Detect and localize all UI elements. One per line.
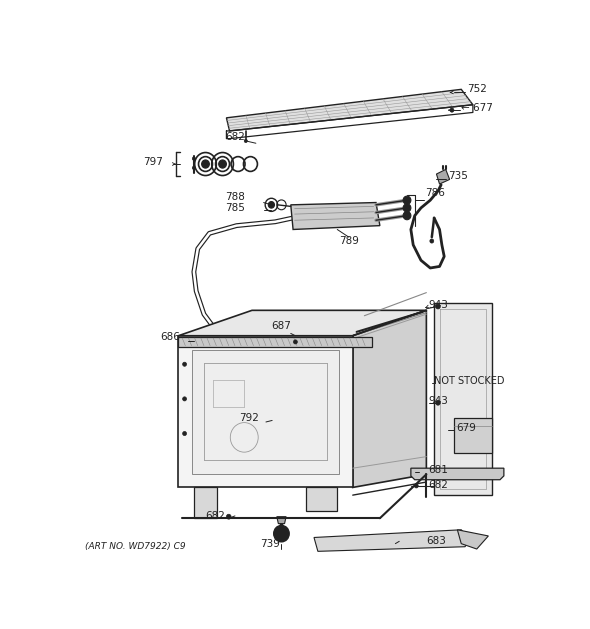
Polygon shape	[411, 468, 504, 480]
Text: 681: 681	[429, 465, 448, 476]
Circle shape	[293, 340, 297, 344]
Text: 789: 789	[340, 236, 359, 246]
Polygon shape	[178, 336, 353, 487]
Text: 785: 785	[225, 203, 245, 213]
Text: (ART NO. WD7922) C9: (ART NO. WD7922) C9	[86, 542, 186, 551]
Text: 682: 682	[429, 480, 448, 490]
Text: 943: 943	[429, 396, 448, 406]
Circle shape	[435, 400, 440, 405]
Circle shape	[268, 201, 274, 208]
Polygon shape	[192, 350, 339, 474]
Circle shape	[403, 204, 411, 212]
Circle shape	[183, 362, 186, 366]
Circle shape	[277, 530, 286, 538]
Circle shape	[435, 304, 440, 309]
Text: 752: 752	[467, 84, 487, 94]
Circle shape	[267, 415, 277, 426]
Text: 682: 682	[205, 511, 225, 521]
Circle shape	[183, 431, 186, 435]
Polygon shape	[178, 337, 372, 347]
Circle shape	[450, 108, 454, 112]
Circle shape	[227, 515, 231, 519]
Circle shape	[202, 160, 209, 168]
Text: 792: 792	[239, 413, 258, 423]
Text: 679: 679	[456, 423, 476, 433]
Circle shape	[192, 157, 195, 160]
Polygon shape	[314, 530, 469, 552]
Circle shape	[430, 239, 434, 243]
Polygon shape	[227, 89, 473, 131]
Text: NOT STOCKED: NOT STOCKED	[434, 376, 504, 386]
Text: 788: 788	[225, 192, 245, 202]
Circle shape	[219, 160, 227, 168]
Polygon shape	[306, 487, 337, 511]
Polygon shape	[178, 310, 427, 336]
Circle shape	[244, 139, 247, 143]
Text: 797: 797	[143, 157, 163, 167]
Circle shape	[403, 196, 411, 204]
Text: 739: 739	[260, 538, 280, 548]
Polygon shape	[194, 487, 217, 518]
Circle shape	[403, 211, 411, 220]
Text: ← 677: ← 677	[461, 103, 493, 113]
Circle shape	[414, 484, 418, 488]
Text: 735: 735	[448, 170, 468, 181]
Polygon shape	[353, 310, 427, 487]
Polygon shape	[457, 530, 489, 549]
Text: 682: 682	[225, 132, 245, 142]
Text: 786: 786	[425, 188, 445, 198]
Polygon shape	[454, 418, 492, 453]
Text: 943: 943	[429, 300, 448, 310]
Polygon shape	[291, 203, 380, 230]
Circle shape	[270, 418, 274, 423]
Circle shape	[183, 397, 186, 401]
Text: 687: 687	[271, 321, 291, 331]
Text: 686: 686	[160, 332, 181, 342]
Polygon shape	[434, 303, 492, 495]
Text: 683: 683	[427, 537, 446, 547]
Circle shape	[274, 525, 289, 542]
Polygon shape	[437, 169, 450, 184]
Polygon shape	[277, 516, 286, 523]
Circle shape	[192, 166, 195, 170]
